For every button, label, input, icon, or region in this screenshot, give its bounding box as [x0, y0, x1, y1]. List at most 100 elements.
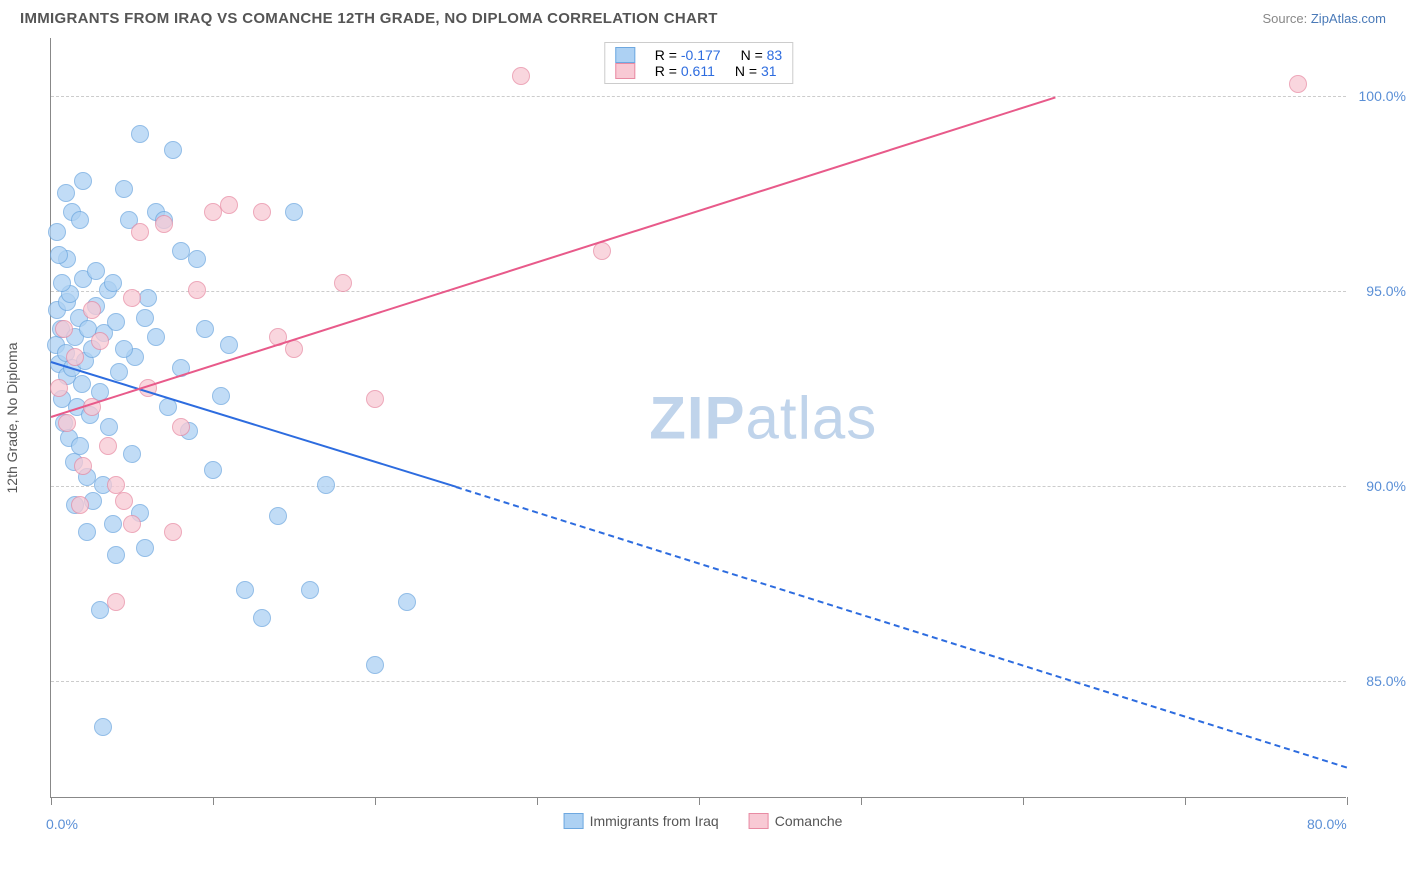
scatter-point: [512, 67, 530, 85]
regression-line: [456, 486, 1348, 769]
scatter-point: [188, 250, 206, 268]
scatter-point: [204, 203, 222, 221]
scatter-point: [91, 601, 109, 619]
scatter-point: [172, 418, 190, 436]
scatter-point: [66, 348, 84, 366]
scatter-point: [123, 445, 141, 463]
legend-series: Immigrants from Iraq Comanche: [564, 813, 843, 829]
x-tick-label: 0.0%: [46, 816, 78, 832]
gridline: [51, 96, 1346, 97]
scatter-point: [366, 656, 384, 674]
chart-header: IMMIGRANTS FROM IRAQ VS COMANCHE 12TH GR…: [0, 0, 1406, 33]
legend-swatch: [564, 813, 584, 829]
scatter-point: [196, 320, 214, 338]
legend-stat-row: R = -0.177N = 83: [615, 47, 782, 63]
scatter-point: [253, 609, 271, 627]
scatter-point: [172, 242, 190, 260]
scatter-point: [53, 274, 71, 292]
scatter-point: [83, 301, 101, 319]
scatter-point: [50, 246, 68, 264]
scatter-point: [317, 476, 335, 494]
gridline: [51, 486, 1346, 487]
x-tick: [699, 797, 700, 805]
chart-title: IMMIGRANTS FROM IRAQ VS COMANCHE 12TH GR…: [20, 10, 718, 27]
x-tick: [537, 797, 538, 805]
x-tick-label: 80.0%: [1307, 816, 1347, 832]
gridline: [51, 291, 1346, 292]
scatter-point: [110, 363, 128, 381]
scatter-point: [131, 223, 149, 241]
scatter-point: [78, 523, 96, 541]
scatter-point: [71, 211, 89, 229]
scatter-point: [164, 523, 182, 541]
scatter-point: [91, 332, 109, 350]
scatter-point: [164, 141, 182, 159]
scatter-point: [115, 180, 133, 198]
legend-stat-row: R = 0.611N = 31: [615, 63, 782, 79]
x-tick: [1185, 797, 1186, 805]
scatter-point: [285, 203, 303, 221]
scatter-point: [253, 203, 271, 221]
source-label: Source: ZipAtlas.com: [1262, 11, 1386, 26]
y-tick-label: 95.0%: [1366, 283, 1406, 299]
scatter-point: [71, 496, 89, 514]
scatter-point: [57, 184, 75, 202]
scatter-point: [48, 223, 66, 241]
legend-swatch: [749, 813, 769, 829]
scatter-point: [136, 539, 154, 557]
scatter-point: [593, 242, 611, 260]
scatter-point: [74, 457, 92, 475]
x-tick: [1347, 797, 1348, 805]
scatter-point: [115, 340, 133, 358]
scatter-point: [87, 262, 105, 280]
scatter-point: [74, 172, 92, 190]
scatter-point: [366, 390, 384, 408]
scatter-point: [55, 320, 73, 338]
scatter-point: [398, 593, 416, 611]
y-tick-label: 85.0%: [1366, 673, 1406, 689]
scatter-point: [1289, 75, 1307, 93]
legend-item: Comanche: [749, 813, 843, 829]
legend-stats: R = -0.177N = 83R = 0.611N = 31: [604, 42, 793, 84]
scatter-point: [212, 387, 230, 405]
x-tick: [213, 797, 214, 805]
scatter-point: [107, 313, 125, 331]
x-tick: [51, 797, 52, 805]
scatter-point: [58, 414, 76, 432]
scatter-point: [104, 515, 122, 533]
scatter-point: [220, 196, 238, 214]
y-tick-label: 100.0%: [1359, 88, 1406, 104]
legend-item: Immigrants from Iraq: [564, 813, 719, 829]
scatter-point: [220, 336, 238, 354]
scatter-point: [155, 215, 173, 233]
scatter-point: [269, 507, 287, 525]
scatter-point: [50, 379, 68, 397]
scatter-point: [236, 581, 254, 599]
scatter-point: [204, 461, 222, 479]
x-tick: [375, 797, 376, 805]
scatter-point: [147, 328, 165, 346]
x-tick: [1023, 797, 1024, 805]
scatter-point: [301, 581, 319, 599]
y-axis-label: 12th Grade, No Diploma: [4, 343, 20, 494]
scatter-point: [136, 309, 154, 327]
scatter-point: [123, 515, 141, 533]
scatter-point: [99, 437, 117, 455]
scatter-point: [188, 281, 206, 299]
watermark: ZIPatlas: [649, 383, 877, 452]
scatter-point: [115, 492, 133, 510]
scatter-point: [71, 437, 89, 455]
plot-area: ZIPatlas R = -0.177N = 83R = 0.611N = 31…: [50, 38, 1346, 798]
scatter-point: [123, 289, 141, 307]
chart-container: 12th Grade, No Diploma ZIPatlas R = -0.1…: [20, 38, 1386, 798]
source-link[interactable]: ZipAtlas.com: [1311, 11, 1386, 26]
y-tick-label: 90.0%: [1366, 478, 1406, 494]
scatter-point: [334, 274, 352, 292]
gridline: [51, 681, 1346, 682]
scatter-point: [131, 125, 149, 143]
scatter-point: [104, 274, 122, 292]
legend-swatch: [615, 47, 635, 63]
scatter-point: [73, 375, 91, 393]
scatter-point: [107, 546, 125, 564]
scatter-point: [107, 593, 125, 611]
